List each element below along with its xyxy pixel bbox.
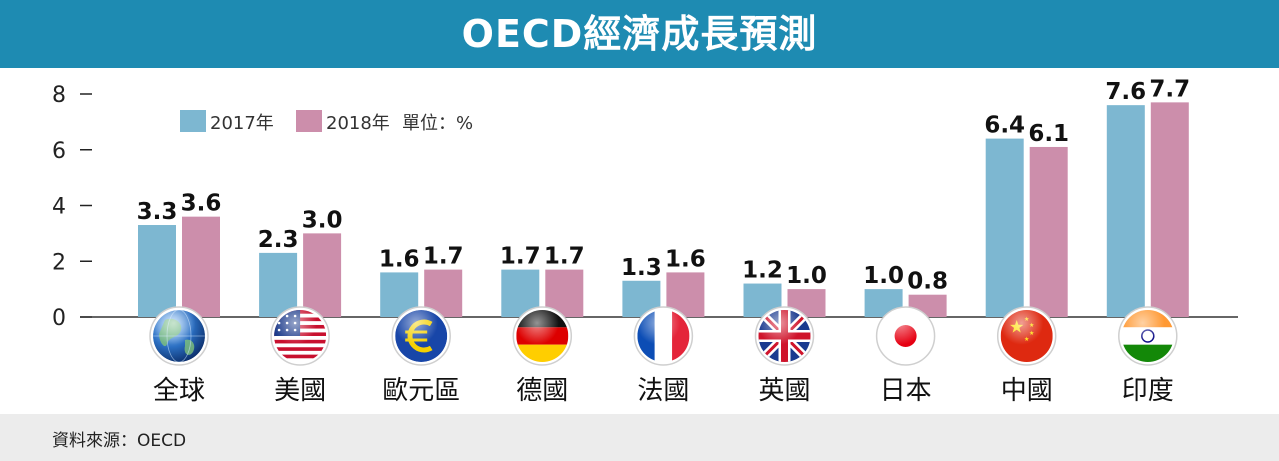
us-flag-icon: [270, 306, 330, 366]
data-label: 1.0: [863, 263, 904, 289]
japan-flag-icon: [875, 306, 936, 366]
legend-label-2018: 2018年: [326, 113, 390, 134]
chart-title: OECD經濟成長預測: [461, 12, 818, 56]
x-tick-label: 英國: [758, 376, 810, 406]
data-label: 7.6: [1105, 79, 1146, 105]
bar-2018: [182, 216, 220, 317]
unit-label: 單位：%: [402, 113, 473, 134]
data-label: 1.6: [665, 246, 706, 272]
x-tick-label: 德國: [516, 376, 568, 406]
y-tick-label: 4: [52, 195, 66, 220]
bar-2017: [985, 138, 1024, 317]
data-label: 3.3: [137, 199, 178, 225]
bar-2018: [1029, 146, 1068, 317]
data-label: 1.7: [500, 244, 541, 270]
globe-icon: [149, 306, 209, 366]
bar-2017: [259, 252, 298, 317]
y-tick-label: 0: [52, 306, 66, 331]
bar-2018: [303, 233, 342, 317]
source-note: 資料來源：OECD: [52, 431, 187, 451]
x-tick-label: 全球: [153, 376, 205, 406]
bar-2017: [1106, 105, 1145, 318]
uk-flag-icon: [754, 306, 815, 366]
bar-2017: [138, 225, 176, 317]
data-label: 1.0: [786, 263, 827, 289]
x-tick-label: 印度: [1122, 376, 1174, 406]
data-label: 7.7: [1149, 76, 1190, 102]
x-tick-label: 日本: [880, 376, 932, 406]
data-label: 2.3: [258, 227, 299, 253]
legend-swatch-2018: [296, 110, 322, 132]
x-tick-label: 法國: [637, 376, 689, 406]
data-label: 0.8: [907, 269, 948, 295]
y-tick-label: 6: [52, 139, 66, 164]
euro-icon: [391, 306, 451, 366]
title-bar: [0, 0, 1279, 68]
data-label: 6.4: [984, 113, 1025, 139]
data-label: 1.3: [621, 255, 662, 281]
data-label: 3.6: [181, 191, 222, 217]
data-label: 3.0: [302, 207, 343, 233]
footer: [0, 414, 1279, 461]
data-label: 6.1: [1028, 121, 1069, 147]
china-flag-icon: [996, 306, 1057, 366]
france-flag-icon: [633, 306, 694, 366]
x-tick-label: 歐元區: [382, 376, 460, 406]
data-label: 1.7: [423, 244, 464, 270]
y-tick-label: 2: [52, 250, 66, 275]
x-tick-label: 美國: [274, 376, 326, 406]
india-flag-icon: [1118, 306, 1178, 366]
x-tick-label: 中國: [1001, 376, 1053, 406]
data-label: 1.6: [379, 246, 420, 272]
germany-flag-icon: [512, 306, 573, 366]
data-label: 1.7: [544, 244, 585, 270]
legend-swatch-2017: [180, 110, 206, 132]
bar-2018: [1150, 102, 1189, 317]
data-label: 1.2: [742, 258, 783, 284]
y-tick-label: 8: [52, 83, 66, 108]
legend-label-2017: 2017年: [210, 113, 274, 134]
